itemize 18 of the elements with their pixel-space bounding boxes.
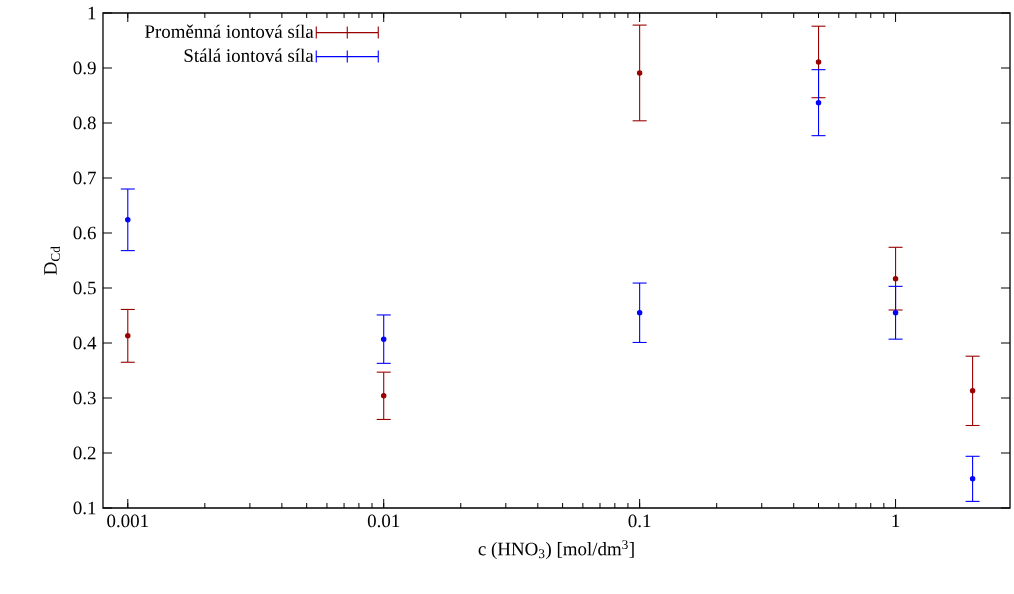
x-tick-label: 0.01 [367,514,400,528]
x-tick-label: 0.1 [628,514,651,528]
y-tick-label: 0.1 [73,501,96,515]
y-axis-title: D$_{Cd}$ [44,246,60,275]
y-tick-label: 0.3 [73,391,96,405]
x-tick-label: 1 [892,514,900,528]
y-tick-label: 0.5 [73,281,96,295]
y-tick-label: 0.4 [73,336,97,350]
y-tick-label: 0.6 [73,226,96,240]
y-tick-label: 0.8 [73,116,96,130]
legend-label: Stálá iontová síla [184,48,314,62]
y-tick-label: 0.9 [73,61,96,75]
x-tick-label: 0.001 [107,514,148,528]
y-tick-label: 0.2 [73,446,96,460]
x-axis-title: c (HNO$_{3}$) [mol/dm$^{3}$] [478,540,634,560]
y-tick-label: 0.7 [73,171,96,185]
legend-label: Proměnná iontová síla [144,24,314,38]
y-tick-label: 1 [88,6,96,20]
